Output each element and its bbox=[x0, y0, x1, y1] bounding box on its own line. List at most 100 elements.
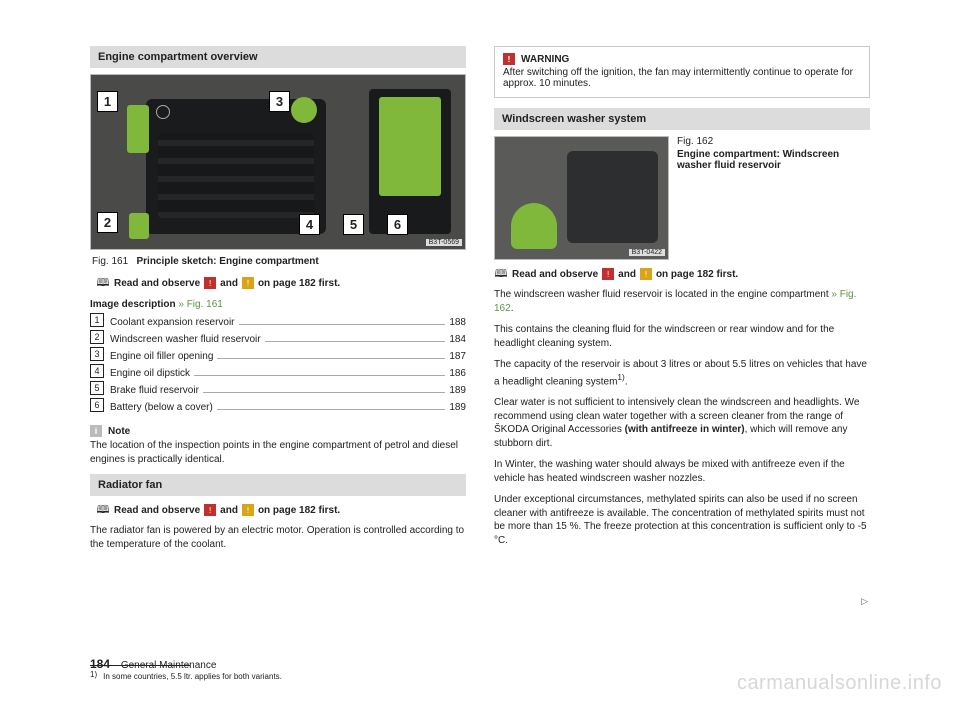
ro-prefix: Read and observe bbox=[114, 505, 200, 516]
p1b: . bbox=[511, 303, 514, 314]
p3-sup: 1) bbox=[617, 372, 624, 382]
footnote: 1) In some countries, 5.5 ltr. applies f… bbox=[90, 672, 466, 681]
paragraph-3: The capacity of the reservoir is about 3… bbox=[494, 358, 870, 388]
callout-2: 2 bbox=[97, 212, 118, 233]
item-page: 189 bbox=[449, 402, 466, 413]
paragraph-2: This contains the cleaning fluid for the… bbox=[494, 323, 870, 350]
caution-icon: ! bbox=[242, 504, 254, 516]
ro-prefix: Read and observe bbox=[512, 269, 598, 280]
paragraph-4: Clear water is not sufficient to intensi… bbox=[494, 396, 870, 450]
paragraph-1: The windscreen washer fluid reservoir is… bbox=[494, 288, 870, 315]
callout-6: 6 bbox=[387, 214, 408, 235]
ro-suffix: on page 182 first. bbox=[258, 505, 340, 516]
item-label: Engine oil dipstick bbox=[110, 368, 190, 379]
washer-reservoir-icon bbox=[129, 213, 149, 239]
figure-162: B3T-0422 bbox=[494, 136, 669, 260]
warning-icon: ! bbox=[204, 504, 216, 516]
radiator-body: The radiator fan is powered by an electr… bbox=[90, 524, 466, 551]
figure-label: Fig. 161 bbox=[92, 256, 128, 267]
item-page: 184 bbox=[449, 334, 466, 345]
leader-line bbox=[194, 375, 445, 376]
item-num: 4 bbox=[90, 364, 104, 378]
ro-mid: and bbox=[220, 278, 238, 289]
ro-suffix: on page 182 first. bbox=[656, 269, 738, 280]
figure-162-row: B3T-0422 Fig. 162 Engine compartment: Wi… bbox=[494, 136, 870, 260]
leader-line bbox=[265, 341, 446, 342]
item-num: 1 bbox=[90, 313, 104, 327]
page-number: 184 bbox=[90, 657, 110, 671]
brand-logo-icon bbox=[156, 105, 170, 119]
list-item: 2 Windscreen washer fluid reservoir 184 bbox=[90, 331, 466, 345]
leader-line bbox=[217, 409, 445, 410]
warning-body: After switching off the ignition, the fa… bbox=[503, 67, 861, 89]
item-page: 186 bbox=[449, 368, 466, 379]
read-observe-2: 🕮 Read and observe ! and ! on page 182 f… bbox=[96, 504, 466, 516]
p1a: The windscreen washer fluid reservoir is… bbox=[494, 289, 831, 300]
item-num: 6 bbox=[90, 398, 104, 412]
paragraph-6: Under exceptional circumstances, methyla… bbox=[494, 493, 870, 547]
imgdesc-link: » Fig. 161 bbox=[178, 299, 222, 310]
footnote-marker: 1) bbox=[90, 670, 97, 679]
figure-caption-text: Principle sketch: Engine compartment bbox=[136, 256, 318, 267]
read-observe-1: 🕮 Read and observe ! and ! on page 182 f… bbox=[96, 277, 466, 289]
callout-1: 1 bbox=[97, 91, 118, 112]
item-label: Coolant expansion reservoir bbox=[110, 317, 235, 328]
callout-5: 5 bbox=[343, 214, 364, 235]
engine-blob bbox=[567, 151, 658, 243]
item-label: Brake fluid reservoir bbox=[110, 385, 199, 396]
imgdesc-label: Image description bbox=[90, 299, 176, 310]
caution-icon: ! bbox=[640, 268, 652, 280]
list-item: 4 Engine oil dipstick 186 bbox=[90, 365, 466, 379]
p4-bold: (with antifreeze in winter) bbox=[625, 424, 745, 435]
warning-icon: ! bbox=[503, 53, 515, 65]
note-heading: i Note bbox=[90, 425, 466, 437]
washer-reservoir-icon bbox=[511, 203, 557, 249]
figure-label: Fig. 162 bbox=[677, 136, 870, 147]
page-section: General Maintenance bbox=[121, 660, 217, 671]
battery-cover-icon bbox=[379, 97, 441, 196]
continue-icon: ▷ bbox=[861, 596, 868, 607]
warning-label: WARNING bbox=[521, 54, 569, 65]
oil-cap-icon bbox=[291, 97, 317, 123]
info-icon: i bbox=[90, 425, 102, 437]
airbox bbox=[369, 89, 451, 234]
figure-161-caption: Fig. 161 Principle sketch: Engine compar… bbox=[90, 250, 466, 275]
ro-suffix: on page 182 first. bbox=[258, 278, 340, 289]
item-label: Battery (below a cover) bbox=[110, 402, 213, 413]
list-item: 3Engine oil filler opening187 bbox=[90, 348, 466, 362]
item-label: Engine oil filler opening bbox=[110, 351, 213, 362]
caution-icon: ! bbox=[242, 277, 254, 289]
engine-lines bbox=[158, 133, 314, 218]
item-num: 5 bbox=[90, 381, 104, 395]
warning-icon: ! bbox=[602, 268, 614, 280]
list-item: 1 Coolant expansion reservoir 188 bbox=[90, 314, 466, 328]
callout-3: 3 bbox=[269, 91, 290, 112]
figure-162-caption: Fig. 162 Engine compartment: Windscreen … bbox=[677, 136, 870, 260]
note-body: The location of the inspection points in… bbox=[90, 439, 466, 466]
leader-line bbox=[239, 324, 446, 325]
ro-prefix: Read and observe bbox=[114, 278, 200, 289]
item-label: Windscreen washer fluid reservoir bbox=[110, 334, 261, 345]
item-num: 2 bbox=[90, 330, 104, 344]
coolant-reservoir-icon bbox=[127, 105, 149, 153]
list-item: 6 Battery (below a cover) 189 bbox=[90, 399, 466, 413]
warning-icon: ! bbox=[204, 277, 216, 289]
book-icon: 🕮 bbox=[494, 268, 508, 280]
p3b: . bbox=[625, 376, 628, 387]
parts-list: 1 Coolant expansion reservoir 188 2 Windscr… bbox=[90, 314, 466, 413]
figure-code: B3T-0422 bbox=[629, 249, 665, 256]
read-observe-3: 🕮 Read and observe ! and ! on page 182 f… bbox=[494, 268, 870, 280]
book-icon: 🕮 bbox=[96, 504, 110, 516]
item-page: 188 bbox=[449, 317, 466, 328]
figure-caption-text: Engine compartment: Windscreen washer fl… bbox=[677, 149, 870, 171]
item-page: 189 bbox=[449, 385, 466, 396]
footnote-text: In some countries, 5.5 ltr. applies for … bbox=[103, 672, 282, 681]
watermark: carmanualsonline.info bbox=[737, 672, 942, 695]
ro-mid: and bbox=[618, 269, 636, 280]
section-engine-overview: Engine compartment overview bbox=[90, 46, 466, 68]
section-washer-system: Windscreen washer system bbox=[494, 108, 870, 130]
item-page: 187 bbox=[449, 351, 466, 362]
callout-4: 4 bbox=[299, 214, 320, 235]
leader-line bbox=[217, 358, 445, 359]
page-footer: 184 General Maintenance bbox=[90, 657, 216, 671]
